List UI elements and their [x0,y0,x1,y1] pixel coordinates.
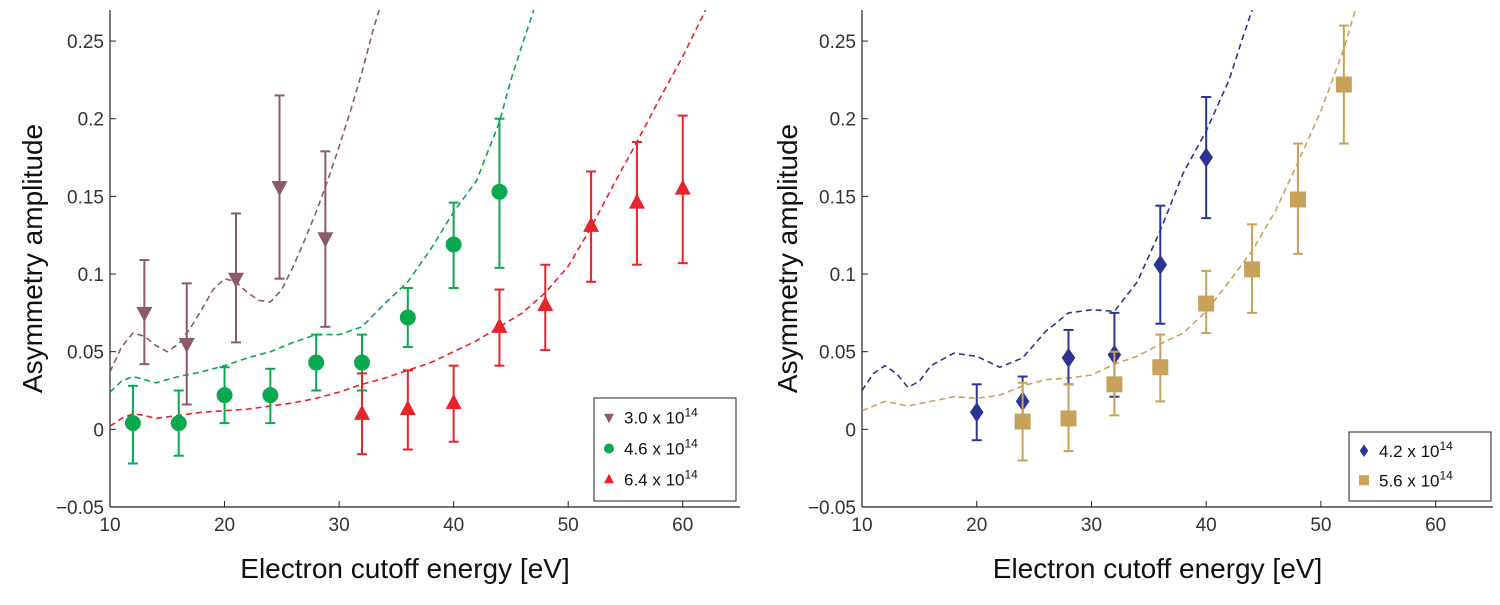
data-point [317,232,334,248]
data-point [216,387,233,404]
legend-marker [604,413,614,424]
x-tick-label: 40 [1196,515,1217,536]
legend: 3.0 x 1014 4.6 x 1014 6.4 x 1014 [593,397,737,502]
legend-box [1348,431,1492,502]
y-tick-label: 0.2 [78,110,104,131]
data-point [1199,147,1213,168]
series-0-points [969,95,1213,442]
data-point [445,393,462,409]
series-2-points [354,114,691,456]
legend-entry-label: 6.4 x 1014 [624,468,698,490]
fit-curve-series-1 [862,10,1357,412]
data-point [170,415,187,432]
series-1-points [124,117,508,465]
data-point [136,306,153,323]
fit-curve-series-0 [862,10,1253,391]
y-tick-label: 0.15 [67,187,104,208]
x-tick-label: 20 [966,515,987,536]
legend-entry-label: 4.6 x 1014 [624,437,698,459]
x-axis-title: Electron cutoff energy [eV] [240,553,569,584]
data-point [1198,295,1215,312]
data-point [537,295,554,312]
fit-curve-series-0 [110,10,380,373]
series-0-points [136,94,334,406]
y-tick-label: −0.05 [56,498,104,519]
x-tick-label: 20 [214,515,235,536]
x-tick-label: 30 [329,515,350,536]
right-chart-panel: −0.05 0 0.05 0.1 0.15 0.2 0.25 10 20 30 40 50 60 Elec… [772,10,1493,584]
data-point [1289,191,1306,208]
data-point [1106,376,1123,393]
y-tick-label: −0.05 [808,498,856,519]
data-point [262,387,279,404]
legend-entry-label: 5.6 x 1014 [1379,468,1453,490]
y-tick-label: 0 [93,420,104,441]
legend-marker [1359,475,1369,486]
data-point [1060,410,1077,427]
data-point [354,354,370,371]
data-point [271,181,288,197]
legend-marker [1359,444,1369,457]
x-tick-label: 40 [443,515,464,536]
data-point [1153,254,1168,275]
data-point [354,404,370,420]
legend: 4.2 x 1014 5.6 x 1014 [1348,431,1492,502]
fit-curve-series-1 [110,10,535,393]
y-tick-label: 0.15 [819,187,856,208]
data-point [399,309,416,326]
data-point [124,415,141,432]
y-tick-label: 0.25 [819,32,856,53]
y-tick-label: 0.05 [67,343,104,364]
x-tick-label: 30 [1081,515,1102,536]
data-point [491,183,508,200]
data-point [969,402,984,423]
data-point [399,399,416,416]
x-tick-label: 10 [851,515,872,536]
data-point [1244,261,1261,278]
legend-marker [604,443,614,454]
y-tick-label: 0.1 [78,265,104,286]
y-tick-label: 0.2 [830,110,856,131]
series-1-points [1014,24,1352,462]
data-point [1152,359,1169,376]
data-point [628,193,645,209]
data-point [1014,413,1031,430]
fit-curves [862,10,1357,412]
legend-entry-label: 3.0 x 1014 [624,406,698,428]
fit-curve-series-2 [110,10,707,427]
y-tick-label: 0.25 [67,32,104,53]
y-axis-title: Asymmetry amplitude [772,124,803,393]
data-point [445,236,462,253]
data-point [308,354,325,371]
x-tick-label: 60 [672,515,693,536]
x-tick-label: 50 [558,515,579,536]
data-point [1061,347,1076,368]
y-tick-label: 0 [845,420,856,441]
data-point [1335,76,1352,93]
data-point [228,272,244,288]
legend-entry-label: 4.2 x 1014 [1379,439,1453,461]
y-tick-label: 0.05 [819,343,856,364]
fit-curves [110,10,707,427]
data-point [583,216,600,232]
data-point [491,317,508,333]
y-axis-title: Asymmetry amplitude [17,124,48,393]
data-point [178,337,195,354]
legend-box [593,397,737,502]
x-axis-title: Electron cutoff energy [eV] [993,553,1322,584]
left-chart-panel: −0.05 0 0.05 0.1 0.15 0.2 0.25 10 20 30 40 50 60 Elec… [17,10,740,584]
data-point [674,179,691,195]
x-tick-label: 10 [99,515,120,536]
legend-marker [604,473,614,484]
x-tick-label: 50 [1310,515,1331,536]
y-tick-label: 0.1 [830,265,856,286]
x-tick-label: 60 [1425,515,1446,536]
